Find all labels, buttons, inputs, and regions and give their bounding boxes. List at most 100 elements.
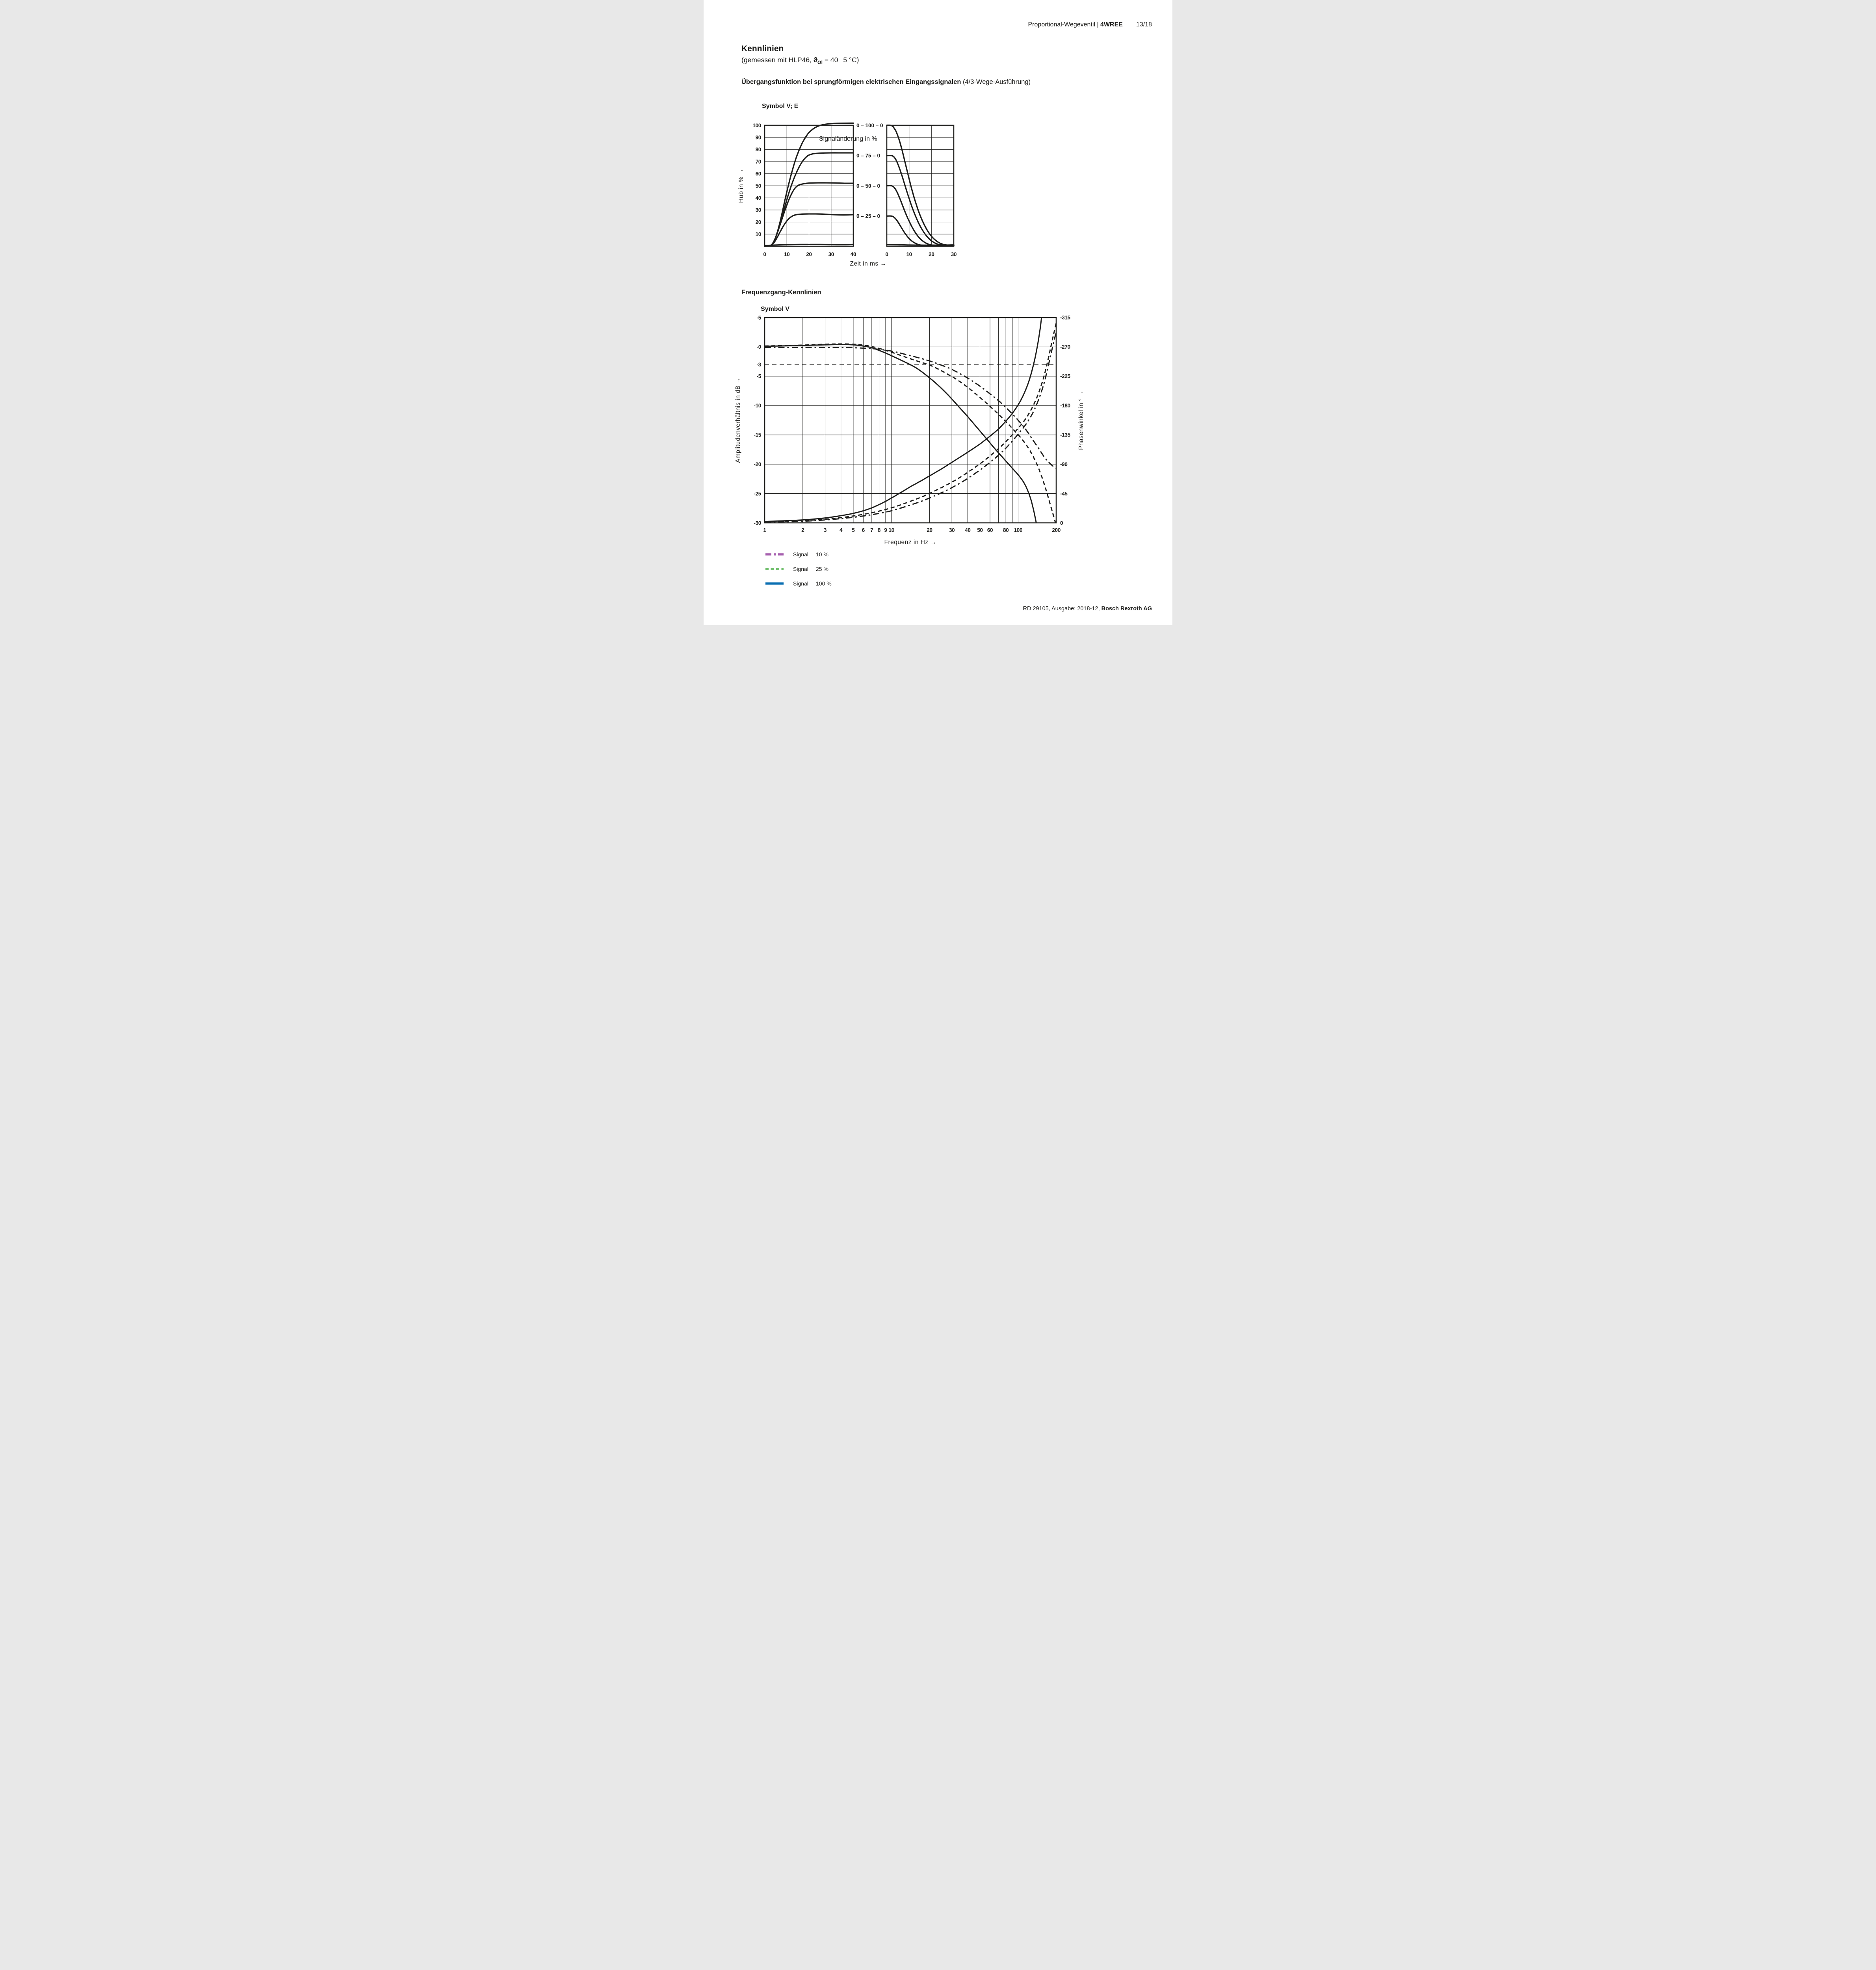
signal-change-label: 0 – 75 – 0 [856,153,880,159]
y-tick-label: 60 [756,171,761,177]
x-tick-label: 10 [784,251,789,257]
frequency-tick-label: 3 [824,527,827,533]
frequency-tick-label: 10 [888,527,894,533]
amplitude-tick-label: -3 [757,362,762,368]
x-tick-label: 10 [906,251,912,257]
page-footer: RD 29105, Ausgabe: 2018-12, Bosch Rexrot… [1023,606,1152,612]
y-tick-label: 80 [756,147,761,152]
page-header: Proportional-Wegeventil | 4WREE 13/18 [1028,21,1152,28]
legend: Signal 10 % Signal 25 % Signal 100 % [765,547,832,591]
bode-curve [764,344,1037,523]
page-title: Kennlinien [741,44,784,53]
transition-function-heading: Übergangsfunktion bei sprungförmigen ele… [741,78,1031,86]
subtitle-text: (gemessen mit HLP46, [741,56,814,64]
y-tick-label: 30 [756,207,761,213]
amplitude-tick-label: -25 [754,491,761,496]
bode-left-ticks: -5 -0 -3 -5 -10 -15 -20 -25 -30 [754,315,762,526]
bode-curve [764,322,1057,522]
header-product: 4WREE [1100,21,1123,28]
step-x-ticks: 0 10 20 30 40 0 10 20 30 [763,251,957,257]
phase-tick-label: -225 [1060,374,1071,379]
step-curve [764,182,854,247]
bode-curve [764,317,1042,522]
legend-item: Signal 25 % [765,561,832,576]
x-tick-label: 20 [806,251,812,257]
x-tick-label: 30 [828,251,834,257]
frequency-tick-label: 80 [1003,527,1009,533]
bode-border [764,317,1057,524]
amplitude-tick-label: -5 [757,315,762,321]
x-tick-label: 0 [885,251,888,257]
legend-value: 25 % [816,565,828,572]
frequency-tick-label: 1 [763,527,766,533]
step-y-axis-title: Hub in % → [738,168,745,203]
x-tick-label: 0 [763,251,766,257]
header-page-number: 13/18 [1136,21,1152,28]
phase-tick-label: -315 [1060,315,1071,321]
step-series-group [764,122,854,247]
signal-change-label: 0 – 50 – 0 [856,183,880,189]
frequency-tick-label: 100 [1014,527,1023,533]
step-curve [764,243,854,246]
legend-item: Signal 10 % [765,547,832,561]
bode-right-axis-title: Phasenwinkel in ° → [1078,390,1085,450]
frequency-tick-label: 9 [884,527,887,533]
bode-x-ticks: 1 2 3 4 5 6 7 8 9 10 20 30 40 50 60 80 100 200 [763,527,1061,533]
frequency-tick-label: 6 [862,527,865,533]
amplitude-tick-label: -20 [754,461,761,467]
step-curve [886,154,955,246]
step-curve [886,125,955,246]
amplitude-tick-label: -10 [754,403,761,409]
bode-chart-svg: -5-0-3-5-10-15-20-25-30-315-270-225-180-… [735,315,1085,546]
frequency-tick-label: 40 [965,527,970,533]
frequency-tick-label: 8 [878,527,881,533]
amplitude-tick-label: -5 [757,374,762,379]
panel-border [886,125,955,247]
phase-tick-label: 0 [1060,520,1063,526]
frequency-tick-label: 200 [1052,527,1061,533]
y-tick-label: 90 [756,135,761,141]
frequency-tick-label: 20 [927,527,932,533]
bode-curve [764,347,1057,469]
legend-value: 100 % [816,580,832,587]
step-x-axis-title: Zeit in ms → [850,260,887,267]
x-tick-label: 30 [951,251,957,257]
panel-border [764,125,854,247]
bode-x-axis-title: Frequenz in Hz → [884,539,937,546]
y-tick-label: 40 [756,195,761,201]
legend-line-swatch [765,567,784,570]
x-tick-label: 20 [929,251,934,257]
step-series-group [886,125,955,247]
frequency-tick-label: 4 [840,527,843,533]
transition-function-heading-bold: Übergangsfunktion bei sprungförmigen ele… [741,78,961,85]
phase-tick-label: -270 [1060,344,1070,350]
header-product-line: Proportional-Wegeventil [1028,21,1095,28]
bode-right-ticks: -315 -270 -225 -180 -135 -90 -45 0 [1060,315,1071,526]
footer-document-info: RD 29105, Ausgabe: 2018-12, [1023,606,1101,612]
header-separator: | [1095,21,1101,28]
step-chart-symbol-heading: Symbol V; E [762,103,799,110]
legend-item: Signal 100 % [765,576,832,591]
amplitude-tick-label: -15 [754,432,761,438]
legend-label: Signal [793,551,808,558]
frequency-response-heading: Frequenzgang-Kennlinien [741,289,821,296]
frequency-tick-label: 7 [870,527,873,533]
frequency-tick-label: 2 [801,527,804,533]
datasheet-page: Proportional-Wegeventil | 4WREE 13/18 Ken… [704,0,1172,625]
phase-tick-label: -90 [1060,461,1068,467]
y-tick-label: 20 [756,219,761,225]
measurement-conditions: (gemessen mit HLP46, ϑÖl = 40 5 °C) [741,56,859,65]
bode-curve [764,332,1057,523]
bode-chart-symbol-heading: Symbol V [761,306,789,312]
frequency-tick-label: 30 [949,527,955,533]
y-tick-label: 70 [756,159,761,165]
legend-line-swatch [765,553,784,556]
bode-left-axis-title: Amplitudenverhältnis in dB → [735,377,741,463]
amplitude-tick-label: -30 [754,520,761,526]
signal-change-label: 0 – 25 – 0 [856,213,880,219]
frequency-tick-label: 60 [987,527,993,533]
step-y-ticks: 100 90 80 70 60 50 40 30 20 10 [752,123,761,237]
x-tick-label: 40 [851,251,856,257]
footer-company: Bosch Rexroth AG [1101,606,1152,612]
